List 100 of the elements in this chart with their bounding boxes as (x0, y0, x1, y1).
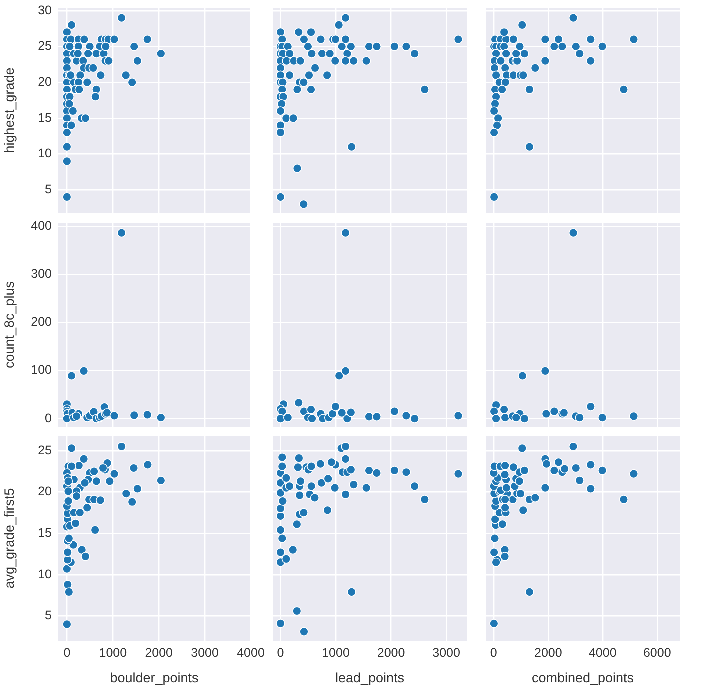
point (81, 552, 90, 562)
point (62, 620, 72, 630)
point (518, 371, 528, 381)
point (110, 469, 120, 479)
point (316, 460, 326, 469)
y-tick-label: 15 (38, 110, 52, 125)
point (278, 452, 287, 462)
point (501, 78, 510, 88)
point (122, 489, 132, 498)
point (500, 552, 510, 562)
point (64, 486, 74, 496)
point (515, 42, 525, 52)
point (282, 554, 292, 564)
point (509, 34, 518, 44)
y-axis-title: highest_grade (2, 68, 17, 154)
point (390, 407, 400, 416)
point (518, 70, 528, 80)
point (420, 495, 430, 504)
point (572, 42, 581, 52)
point (550, 407, 560, 416)
y-tick-label: 10 (38, 146, 52, 161)
point (492, 558, 501, 568)
point (402, 411, 412, 421)
point (278, 462, 287, 472)
point (525, 85, 534, 94)
point (341, 490, 350, 500)
point (530, 493, 540, 503)
y-tick-label: 0 (45, 411, 52, 426)
point (292, 606, 302, 616)
point (337, 408, 347, 418)
point (64, 476, 74, 486)
point (518, 20, 527, 30)
point (72, 412, 82, 422)
point (63, 555, 72, 565)
point (410, 482, 420, 492)
point (512, 413, 521, 422)
point (629, 469, 639, 479)
x-axis-title: lead_points (335, 670, 405, 686)
point (554, 458, 564, 468)
point (496, 56, 506, 66)
point (500, 495, 510, 504)
point (558, 42, 568, 52)
point (520, 49, 530, 58)
y-tick-label: 25 (38, 39, 52, 54)
point (500, 461, 510, 470)
y-tick-label: 20 (38, 484, 52, 499)
point (64, 496, 74, 506)
point (306, 482, 316, 492)
point (586, 484, 596, 494)
point (490, 407, 499, 416)
point (518, 506, 528, 515)
point (372, 412, 382, 422)
point (490, 619, 499, 628)
point (540, 366, 550, 376)
point (586, 402, 596, 412)
point (525, 588, 534, 597)
point (276, 504, 286, 514)
point (586, 460, 596, 470)
point (346, 465, 356, 474)
point (500, 42, 509, 52)
point (331, 402, 340, 412)
point (502, 49, 511, 58)
point (490, 548, 499, 558)
point (390, 466, 400, 476)
point (372, 468, 382, 478)
y-tick-label: 20 (38, 75, 52, 89)
point (133, 484, 142, 494)
point (530, 64, 540, 73)
point (346, 408, 356, 418)
point (500, 405, 509, 414)
point (619, 85, 629, 94)
point (509, 462, 518, 472)
point (512, 49, 521, 58)
point (619, 495, 629, 504)
point (276, 512, 286, 521)
point (323, 506, 332, 515)
y-tick-label: 5 (45, 608, 52, 623)
point (364, 412, 374, 422)
point (156, 476, 166, 486)
point (568, 13, 578, 23)
point (299, 508, 308, 518)
point (454, 411, 464, 421)
x-tick-label: 2000 (534, 646, 562, 660)
point (79, 454, 89, 464)
point (96, 496, 106, 506)
point (341, 442, 350, 452)
point (492, 414, 501, 424)
x-tick-label: 1000 (322, 646, 350, 660)
point (542, 460, 552, 469)
point (629, 34, 639, 44)
point (72, 492, 82, 501)
point (310, 493, 320, 503)
point (598, 466, 608, 476)
point (520, 414, 530, 424)
point (62, 564, 72, 574)
point (278, 496, 288, 506)
point (294, 454, 304, 463)
point (502, 483, 512, 493)
point (71, 519, 80, 528)
point (500, 503, 510, 513)
